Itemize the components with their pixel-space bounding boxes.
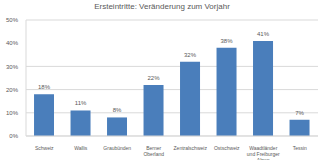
svg-text:30%: 30% [8,64,19,70]
svg-text:Wallis: Wallis [74,145,88,151]
svg-text:BernerOberland: BernerOberland [143,145,164,157]
svg-text:Schweiz: Schweiz [35,145,54,151]
svg-text:38%: 38% [221,38,234,44]
svg-text:50%: 50% [8,17,19,23]
svg-text:8%: 8% [113,107,122,113]
svg-text:Ostschweiz: Ostschweiz [214,145,240,151]
svg-text:40%: 40% [8,40,19,46]
svg-text:22%: 22% [148,75,161,81]
svg-text:0%: 0% [9,133,18,139]
svg-text:20%: 20% [8,87,19,93]
svg-text:18%: 18% [38,84,51,90]
svg-text:Tessin: Tessin [293,145,307,151]
svg-text:32%: 32% [184,52,197,58]
html-text:Ersteintritte: Veränderung zum: Ersteintritte: Veränderung zum Vorjahr [94,2,230,11]
svg-text:Waadtländerund FreiburgerAlpen: Waadtländerund FreiburgerAlpen [247,145,280,160]
svg-text:10%: 10% [8,110,19,116]
svg-text:Graubünden: Graubünden [103,145,131,151]
svg-text:41%: 41% [257,31,270,37]
svg-text:11%: 11% [75,100,87,106]
svg-text:7%: 7% [295,110,304,116]
svg-text:Zentralschweiz: Zentralschweiz [174,145,208,151]
